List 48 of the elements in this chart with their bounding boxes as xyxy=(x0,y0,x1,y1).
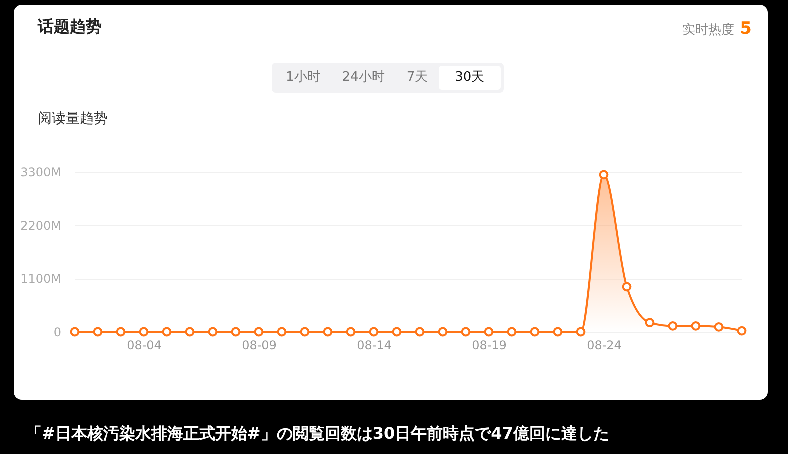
x-tick-label: 08-14 xyxy=(357,338,392,352)
point xyxy=(622,282,632,292)
point xyxy=(208,327,218,337)
point xyxy=(277,327,287,337)
point xyxy=(737,326,747,336)
point xyxy=(93,327,103,337)
point xyxy=(461,327,471,337)
point xyxy=(185,327,195,337)
y-tick-label: 3300M xyxy=(20,166,62,180)
point xyxy=(576,327,586,337)
point xyxy=(254,327,264,337)
text: 7天 xyxy=(406,69,430,87)
point xyxy=(323,327,333,337)
text: 30天 xyxy=(439,66,501,90)
x-tick-label: 08-19 xyxy=(472,338,507,352)
x-tick-label: 08-04 xyxy=(127,338,162,352)
x-tick-label: 08-24 xyxy=(587,338,622,352)
point xyxy=(392,327,402,337)
point xyxy=(116,327,126,337)
point xyxy=(553,327,563,337)
point xyxy=(162,327,172,337)
point xyxy=(139,327,149,337)
point xyxy=(346,327,356,337)
text: 5 xyxy=(739,19,752,39)
point xyxy=(438,327,448,337)
point xyxy=(714,322,724,332)
point xyxy=(231,327,241,337)
chart-title: 话题趋势 xyxy=(38,17,102,38)
point xyxy=(415,327,425,337)
point xyxy=(691,321,701,331)
point xyxy=(599,170,609,180)
point xyxy=(530,327,540,337)
text: 1小时 xyxy=(285,69,322,87)
text: 「#日本核汚染水排海正式开始#」の閲覧回数は30日午前時点で47億回に達した xyxy=(26,424,610,445)
point xyxy=(369,327,379,337)
y-tick-label: 1100M xyxy=(20,272,62,286)
point xyxy=(484,327,494,337)
point xyxy=(300,327,310,337)
x-tick-label: 08-09 xyxy=(242,338,277,352)
point xyxy=(507,327,517,337)
text: 实时热度 xyxy=(682,23,734,38)
y-axis-title: 阅读量趋势 xyxy=(38,110,108,128)
y-tick-label: 2200M xyxy=(20,218,62,233)
point xyxy=(668,321,678,331)
text: 24小时 xyxy=(341,69,386,87)
point xyxy=(70,327,80,337)
y-tick-label: 0 xyxy=(54,326,62,340)
point xyxy=(645,318,655,328)
